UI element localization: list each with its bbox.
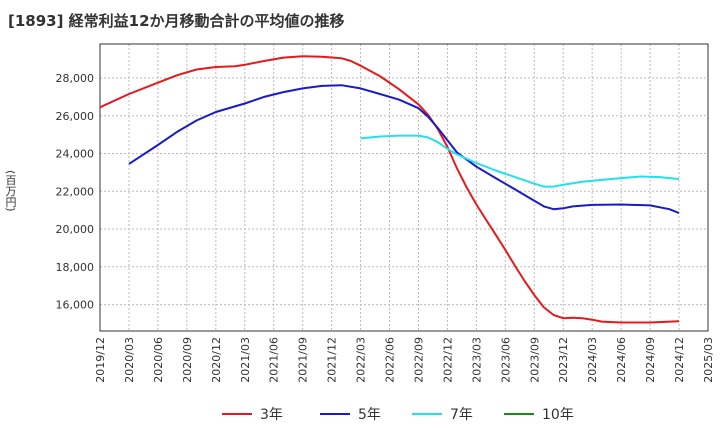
series-line-3年	[99, 55, 680, 324]
x-tick-label: 2019/12	[94, 337, 107, 383]
x-tick-label: 2021/12	[326, 337, 339, 383]
x-tick-label: 2020/06	[152, 337, 165, 383]
chart-title: [1893] 経常利益12か月移動合計の平均値の推移	[8, 12, 345, 30]
legend-label: 3年	[260, 407, 283, 423]
series-line-5年	[128, 84, 680, 214]
x-tick-label: 2021/09	[297, 337, 310, 383]
x-tick-label: 2024/06	[615, 337, 628, 383]
x-tick-label: 2025/03	[702, 337, 715, 383]
x-tick-label: 2022/09	[412, 337, 425, 383]
x-tick-label: 2020/12	[210, 337, 223, 383]
x-tick-label: 2024/12	[673, 337, 686, 383]
x-tick-label: 2021/06	[268, 337, 281, 383]
y-tick-label: 18,000	[56, 261, 95, 274]
y-tick-label: 24,000	[56, 148, 95, 161]
y-tick-label: 26,000	[56, 110, 95, 123]
y-axis-label: (百万円)	[4, 170, 17, 212]
x-tick-label: 2024/03	[586, 337, 599, 383]
x-tick-label: 2022/03	[355, 337, 368, 383]
y-tick-label: 16,000	[56, 299, 95, 312]
x-tick-label: 2020/03	[123, 337, 136, 383]
x-tick-label: 2024/09	[644, 337, 657, 383]
x-tick-label: 2022/06	[384, 337, 397, 383]
x-tick-label: 2023/09	[528, 337, 541, 383]
y-tick-label: 28,000	[56, 72, 95, 85]
plot-frame	[99, 43, 709, 332]
y-tick-label: 22,000	[56, 185, 95, 198]
legend-label: 10年	[542, 407, 574, 423]
x-tick-label: 2022/12	[441, 337, 454, 383]
y-tick-label: 20,000	[56, 223, 95, 236]
x-tick-label: 2023/03	[470, 337, 483, 383]
series-line-7年	[360, 134, 680, 188]
x-tick-label: 2020/09	[181, 337, 194, 383]
legend-label: 5年	[358, 407, 381, 423]
x-tick-label: 2023/12	[557, 337, 570, 383]
x-tick-label: 2023/06	[499, 337, 512, 383]
legend-label: 7年	[450, 407, 473, 423]
x-tick-label: 2021/03	[239, 337, 252, 383]
